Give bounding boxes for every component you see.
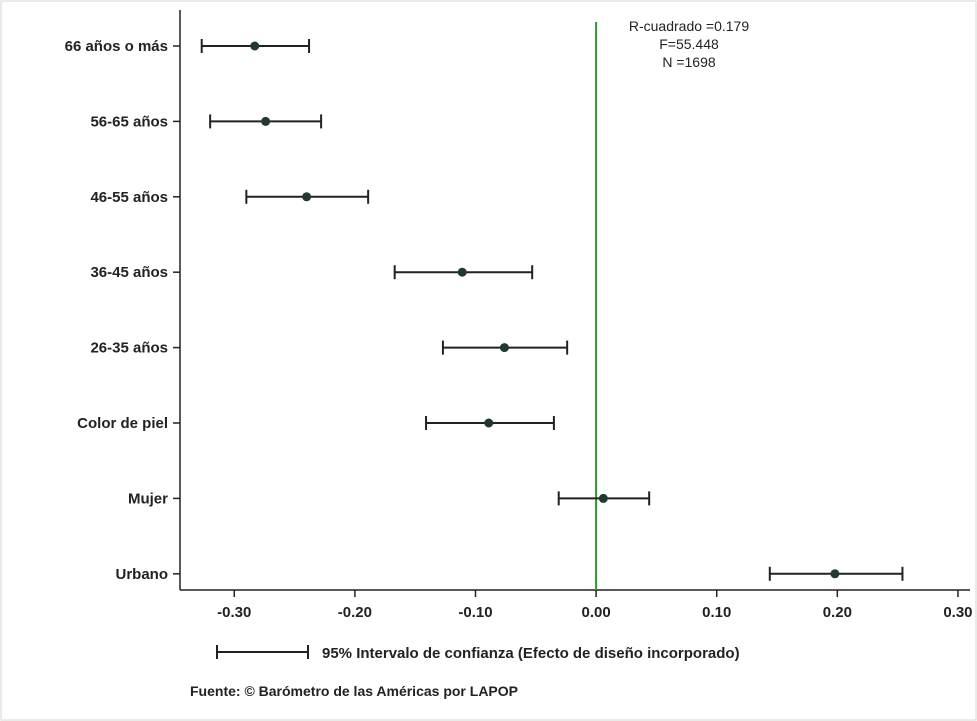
estimate-point — [830, 569, 840, 579]
category-label: 26-35 años — [90, 340, 168, 357]
coefficient-row — [209, 114, 323, 129]
coefficient-marks — [200, 22, 904, 590]
x-tick-label: -0.30 — [217, 604, 251, 621]
category-label: 56-65 años — [90, 113, 168, 130]
estimate-point — [302, 192, 312, 202]
x-tick-label: 0.30 — [943, 604, 972, 621]
stat-f: F=55.448 — [659, 36, 719, 52]
estimate-point — [598, 493, 608, 503]
x-axis: -0.30 -0.20 -0.10 0.00 0.10 0.20 0.30 — [173, 10, 973, 621]
category-label: 66 años o más — [65, 38, 168, 55]
x-tick-label: -0.20 — [338, 604, 372, 621]
estimate-point — [484, 418, 494, 428]
category-label: Mujer — [128, 490, 168, 507]
source-note: Fuente: © Barómetro de las Américas por … — [190, 683, 518, 699]
legend: 95% Intervalo de confianza (Efecto de di… — [216, 645, 740, 662]
stats-block: R-cuadrado =0.179 F=55.448 N =1698 — [629, 18, 749, 70]
estimate-point — [261, 116, 271, 126]
x-tick-label: 0.00 — [582, 604, 611, 621]
category-labels: 66 años o más 56-65 años 46-55 años 36-45 a… — [65, 38, 169, 583]
stat-r-squared: R-cuadrado =0.179 — [629, 18, 749, 34]
x-tick-label: -0.10 — [458, 604, 492, 621]
coefficient-row — [245, 189, 370, 204]
category-label: Color de piel — [77, 415, 168, 432]
x-tick-label: 0.10 — [702, 604, 731, 621]
coefficient-row — [441, 340, 569, 355]
coefficient-row — [393, 265, 534, 280]
estimate-point — [457, 267, 467, 277]
stat-n: N =1698 — [662, 54, 716, 70]
category-label: 46-55 años — [90, 189, 168, 206]
category-label: Urbano — [116, 566, 169, 583]
x-tick-label: 0.20 — [823, 604, 852, 621]
coefficient-row — [425, 416, 555, 430]
estimate-point — [250, 41, 260, 51]
coefficient-row — [557, 491, 651, 506]
coefficient-row — [768, 566, 904, 581]
category-label: 36-45 años — [90, 264, 168, 281]
estimate-point — [499, 343, 509, 353]
coefficient-row — [200, 39, 311, 53]
legend-label: 95% Intervalo de confianza (Efecto de di… — [322, 645, 740, 662]
